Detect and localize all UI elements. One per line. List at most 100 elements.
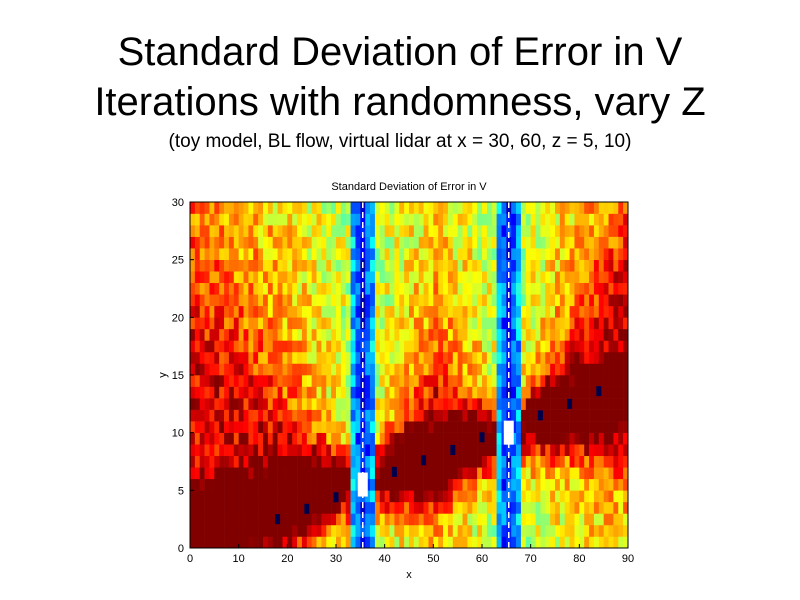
heatmap-cell — [316, 271, 322, 284]
heatmap-cell — [496, 248, 502, 260]
heatmap-cell — [428, 202, 434, 214]
heatmap-cell — [457, 328, 463, 341]
heatmap-cell — [340, 398, 347, 410]
heatmap-cell — [194, 467, 201, 480]
heatmap-cell — [443, 225, 449, 237]
heatmap-cell — [190, 398, 196, 410]
heatmap-cell — [374, 282, 381, 295]
heatmap-cell — [389, 386, 395, 399]
heatmap-cell — [574, 432, 580, 445]
heatmap-cell — [569, 259, 575, 272]
heatmap-cell — [603, 202, 609, 214]
heatmap-cell — [248, 375, 254, 387]
heatmap-cell — [579, 444, 585, 457]
heatmap-cell — [340, 213, 347, 226]
heatmap-cell — [530, 328, 536, 341]
heatmap-cell — [608, 317, 614, 330]
heatmap-cell — [194, 513, 201, 526]
heatmap-cell — [598, 513, 604, 526]
heatmap-cell — [282, 375, 288, 387]
heatmap-cell — [452, 282, 458, 295]
heatmap-cell — [579, 363, 585, 376]
heatmap-cell — [511, 536, 517, 549]
heatmap-cell — [413, 398, 420, 410]
heatmap-cell — [428, 236, 434, 249]
heatmap-cell — [579, 467, 585, 480]
heatmap-cell — [447, 490, 454, 503]
heatmap-cell — [204, 305, 210, 318]
heatmap-cell — [486, 490, 493, 503]
heatmap-cell — [331, 501, 337, 514]
heatmap-cell — [204, 225, 210, 237]
heatmap-cell — [613, 225, 619, 237]
heatmap-cell — [194, 398, 201, 410]
heatmap-cell — [399, 328, 405, 341]
heatmap-cell — [462, 386, 468, 399]
heatmap-cell — [525, 236, 531, 249]
heatmap-cell — [389, 236, 395, 249]
heatmap-cell — [194, 386, 201, 399]
heatmap-cell — [228, 282, 235, 295]
heatmap-cell — [569, 501, 575, 514]
heatmap-cell — [389, 524, 395, 537]
heatmap-cell — [428, 444, 434, 457]
heatmap-cell — [365, 409, 371, 422]
heatmap-cell — [224, 271, 230, 284]
heatmap-cell — [438, 398, 444, 410]
heatmap-cell — [457, 432, 463, 445]
heatmap-cell — [292, 455, 298, 468]
heatmap-cell — [238, 444, 244, 457]
heatmap-cell — [516, 490, 522, 503]
heatmap-cell — [535, 351, 541, 364]
heatmap-cell — [272, 501, 278, 514]
x-tick-label: 0 — [187, 553, 193, 565]
heatmap-cell — [443, 409, 449, 422]
heatmap-cell — [248, 225, 254, 237]
heatmap-cell — [379, 317, 385, 330]
heatmap-cell — [438, 248, 444, 260]
heatmap-cell — [379, 513, 385, 526]
heatmap-cell — [462, 340, 468, 353]
heatmap-cell — [569, 351, 575, 364]
heatmap-cell — [340, 351, 347, 364]
heatmap-cell — [496, 386, 502, 399]
heatmap-cell — [443, 490, 449, 503]
heatmap-cell — [394, 213, 400, 226]
heatmap-cell — [550, 398, 556, 410]
data-marker — [275, 514, 281, 525]
heatmap-cell — [204, 351, 210, 364]
heatmap-cell — [462, 409, 468, 422]
heatmap-cell — [467, 317, 473, 330]
heatmap-cell — [282, 294, 288, 307]
heatmap-cell — [535, 467, 541, 480]
heatmap-cell — [491, 225, 497, 237]
heatmap-cell — [224, 490, 230, 503]
heatmap-cell — [491, 444, 497, 457]
heatmap-cell — [564, 317, 570, 330]
heatmap-cell — [564, 513, 570, 526]
heatmap-cell — [623, 363, 629, 376]
heatmap-cell — [331, 340, 337, 353]
heatmap-cell — [613, 351, 619, 364]
heatmap-cell — [472, 536, 478, 549]
heatmap-cell — [228, 478, 235, 491]
heatmap-cell — [477, 513, 483, 526]
heatmap-cell — [306, 524, 312, 537]
heatmap-cell — [306, 363, 312, 376]
heatmap-cell — [219, 536, 225, 549]
heatmap-cell — [584, 386, 590, 399]
heatmap-cell — [608, 386, 614, 399]
heatmap-cell — [340, 386, 347, 399]
heatmap-cell — [365, 351, 371, 364]
heatmap-cell — [423, 236, 429, 249]
heatmap-cell — [447, 513, 454, 526]
heatmap-cell — [228, 340, 235, 353]
heatmap-cell — [472, 375, 478, 387]
heatmap-cell — [190, 294, 196, 307]
heatmap-cell — [550, 524, 556, 537]
heatmap-cell — [277, 536, 283, 549]
heatmap-cell — [355, 444, 361, 457]
heatmap-cell — [209, 213, 215, 226]
heatmap-cell — [409, 398, 415, 410]
heatmap-cell — [613, 536, 619, 549]
